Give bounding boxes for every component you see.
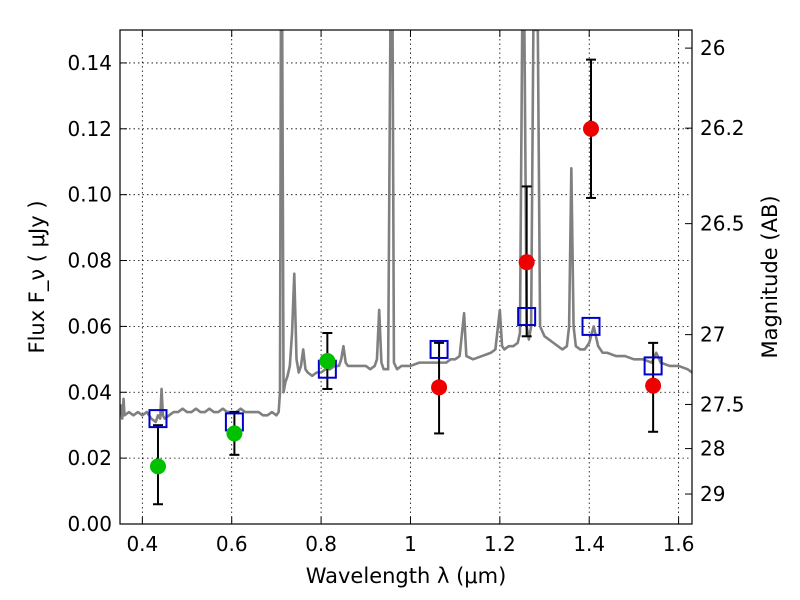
mag-tick-label: 26.5 bbox=[700, 212, 745, 236]
y-tick-label: 0.06 bbox=[67, 314, 112, 338]
mag-tick-label: 26.2 bbox=[700, 116, 745, 140]
y-axis-label-left: Flux F_ν ( μJy ) bbox=[25, 200, 50, 353]
x-tick-label: 0.6 bbox=[216, 532, 248, 556]
tick-layer: 0.4 0.6 0.8 1 1.2 1.4 1.6 0.00 0.02 0.04 0.06 0.08 0… bbox=[67, 30, 745, 556]
x-tick-label: 1.2 bbox=[484, 532, 516, 556]
y-tick-label: 0.02 bbox=[67, 446, 112, 470]
mag-tick-label: 29 bbox=[700, 482, 725, 506]
x-tick-label: 0.8 bbox=[305, 532, 337, 556]
model-photometry-square bbox=[643, 356, 663, 376]
x-tick-label: 0.4 bbox=[126, 532, 158, 556]
model-photometry-square bbox=[581, 316, 601, 336]
nir-data-point bbox=[431, 379, 448, 396]
nir-data-point bbox=[518, 254, 535, 271]
optical-data-point bbox=[226, 425, 243, 442]
mag-tick-label: 27 bbox=[700, 323, 725, 347]
x-tick-label: 1.4 bbox=[573, 532, 605, 556]
spectrum-layer bbox=[120, 30, 692, 424]
nir-data-point bbox=[645, 377, 662, 394]
optical-data-point bbox=[149, 458, 166, 475]
model-photometry-square bbox=[429, 339, 449, 359]
nir-data-point bbox=[583, 120, 600, 137]
y-tick-label: 0.08 bbox=[67, 249, 112, 273]
mag-tick-label: 27.5 bbox=[700, 392, 745, 416]
x-axis-label: Wavelength λ (μm) bbox=[306, 564, 507, 588]
y-axis-label-right: Magnitude (AB) bbox=[758, 195, 782, 358]
mag-tick-label: 26 bbox=[700, 36, 725, 60]
mag-tick-label: 28 bbox=[700, 437, 725, 461]
x-tick-label: 1.6 bbox=[663, 532, 695, 556]
y-tick-label: 0.14 bbox=[67, 51, 112, 75]
y-tick-label: 0.10 bbox=[67, 183, 112, 207]
optical-data-point bbox=[319, 352, 336, 369]
y-tick-label: 0.00 bbox=[67, 512, 112, 536]
model-spectrum-line bbox=[120, 30, 692, 424]
model-photometry-square bbox=[148, 409, 168, 429]
y-tick-label: 0.04 bbox=[67, 380, 112, 404]
marker-layer bbox=[148, 120, 663, 475]
y-tick-label: 0.12 bbox=[67, 117, 112, 141]
plot-frame bbox=[119, 29, 693, 525]
model-photometry-square bbox=[517, 307, 537, 327]
plot-background bbox=[120, 30, 692, 524]
x-tick-label: 1 bbox=[404, 532, 417, 556]
